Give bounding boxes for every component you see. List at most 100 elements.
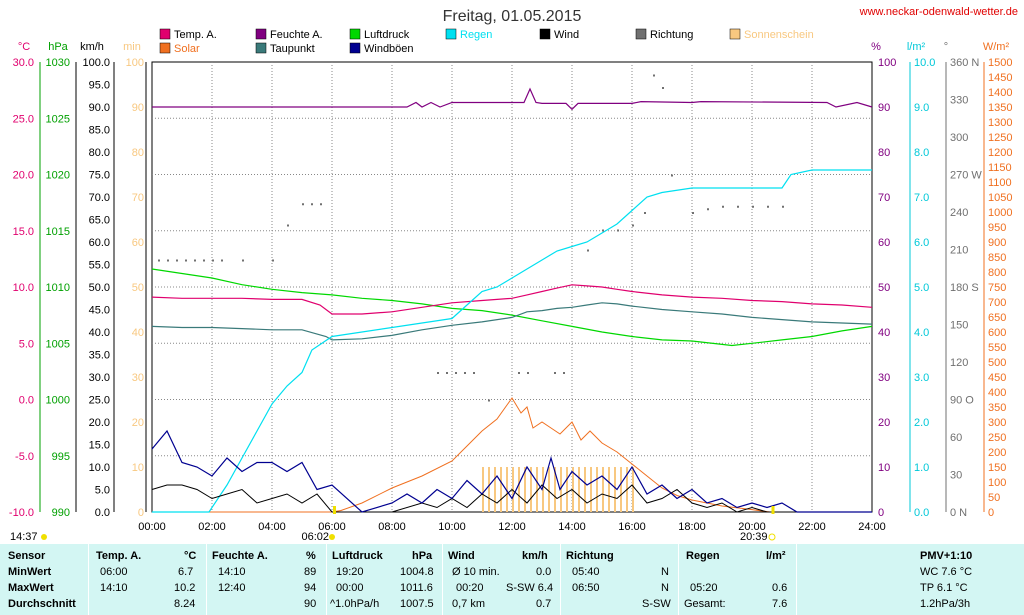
axis-unit-direction: ° bbox=[944, 41, 948, 53]
wind-tick-label: 35.0 bbox=[89, 350, 110, 362]
cell-time: ^1.0hPa/h bbox=[330, 598, 380, 610]
cell-value: 89 bbox=[304, 566, 317, 578]
direction-tick-label: 360 N bbox=[950, 57, 979, 69]
axis-unit-humidity: % bbox=[871, 41, 881, 53]
humidity-tick-label: 70 bbox=[878, 192, 890, 204]
solar-tick-label: 450 bbox=[988, 372, 1006, 384]
sun-tick-label: 60 bbox=[132, 237, 144, 249]
column-divider bbox=[206, 544, 207, 615]
sunrise-marker bbox=[333, 506, 336, 514]
cell-value: 7.6 bbox=[772, 598, 788, 610]
cell-pmv: TP 6.1 °C bbox=[920, 582, 968, 594]
direction-tick-label: 60 bbox=[950, 432, 962, 444]
axis-unit-solar: W/m² bbox=[983, 41, 1010, 53]
cell-time: 05:40 bbox=[572, 566, 600, 578]
direction-point bbox=[203, 259, 205, 262]
time-tick-label: 24:00 bbox=[858, 521, 886, 533]
solar-tick-label: 300 bbox=[988, 417, 1006, 429]
cell-value: 90 bbox=[304, 598, 317, 610]
sunshine-bar bbox=[482, 467, 484, 512]
direction-point bbox=[518, 372, 520, 374]
wind-tick-label: 5.0 bbox=[95, 485, 110, 497]
direction-point bbox=[437, 372, 439, 374]
solar-tick-label: 1150 bbox=[988, 162, 1012, 174]
solar-tick-label: 100 bbox=[988, 477, 1006, 489]
gust-line bbox=[151, 429, 872, 513]
humidity-tick-label: 50 bbox=[878, 282, 890, 294]
cell-value: 1011.6 bbox=[400, 582, 433, 594]
direction-point bbox=[320, 203, 322, 206]
solar-tick-label: 350 bbox=[988, 402, 1006, 414]
sunshine-bar bbox=[584, 467, 586, 512]
solar-tick-label: 800 bbox=[988, 267, 1006, 279]
sun-icon bbox=[329, 534, 335, 540]
direction-point bbox=[692, 212, 694, 214]
direction-point bbox=[212, 259, 214, 262]
sunshine-bar bbox=[536, 467, 538, 512]
humidity-tick-label: 20 bbox=[878, 417, 890, 429]
rain-tick-label: 6.0 bbox=[914, 237, 929, 249]
header-pmv: PMV+1:10 bbox=[920, 550, 973, 562]
axis-unit-sun: min bbox=[123, 41, 141, 53]
direction-tick-label: 180 S bbox=[950, 282, 979, 294]
solar-tick-label: 1050 bbox=[988, 192, 1012, 204]
direction-point bbox=[464, 372, 466, 374]
direction-tick-label: 90 O bbox=[950, 395, 974, 407]
sunshine-bar bbox=[494, 467, 496, 512]
time-tick-label: 18:00 bbox=[678, 521, 706, 533]
direction-point bbox=[194, 259, 196, 262]
direction-tick-label: 210 bbox=[950, 245, 968, 257]
sun-tick-label: 20 bbox=[132, 417, 144, 429]
sunshine-bar bbox=[590, 467, 592, 512]
direction-point bbox=[644, 212, 646, 214]
header-wind: Wind bbox=[448, 550, 475, 562]
rain-tick-label: 8.0 bbox=[914, 147, 929, 159]
sunshine-bar bbox=[578, 467, 580, 512]
temp-tick-label: 15.0 bbox=[13, 226, 34, 238]
direction-point bbox=[653, 74, 655, 77]
wind-tick-label: 0.0 bbox=[95, 507, 110, 519]
wind-tick-label: 50.0 bbox=[89, 282, 110, 294]
sunshine-bar bbox=[596, 467, 598, 512]
pressure-tick-label: 1005 bbox=[46, 338, 70, 350]
time-tick-label: 12:00 bbox=[498, 521, 526, 533]
sunshine-bar bbox=[620, 467, 622, 512]
solar-tick-label: 550 bbox=[988, 342, 1006, 354]
direction-point bbox=[722, 205, 724, 208]
row-label: Durchschnitt bbox=[8, 598, 76, 610]
legend-label: Taupunkt bbox=[270, 43, 315, 55]
column-divider bbox=[796, 544, 797, 615]
sunshine-bar bbox=[554, 467, 556, 512]
cell-time: 12:40 bbox=[218, 582, 246, 594]
wind-tick-label: 100.0 bbox=[82, 57, 110, 69]
legend-swatch bbox=[255, 28, 267, 40]
solar-tick-label: 700 bbox=[988, 297, 1006, 309]
sunshine-bar bbox=[512, 467, 514, 512]
legend-swatch bbox=[539, 28, 551, 40]
sunshine-bar bbox=[518, 467, 520, 512]
header-pressure-unit: hPa bbox=[412, 550, 433, 562]
direction-point bbox=[272, 259, 274, 262]
cell-value: S-SW 6.4 bbox=[506, 582, 554, 594]
sunshine-bar bbox=[602, 467, 604, 512]
time-tick-label: 22:00 bbox=[798, 521, 826, 533]
temp-tick-label: 30.0 bbox=[13, 57, 34, 69]
cell-pmv: WC 7.6 °C bbox=[920, 566, 973, 578]
sunshine-bar bbox=[488, 467, 490, 512]
solar-tick-label: 1500 bbox=[988, 57, 1012, 69]
pressure-tick-label: 1020 bbox=[46, 170, 70, 182]
wind-tick-label: 80.0 bbox=[89, 147, 110, 159]
column-divider bbox=[88, 544, 89, 615]
statistics-table: Sensor Temp. A. °C Feuchte A. % Luftdruc… bbox=[0, 544, 1024, 615]
humidity-tick-label: 0 bbox=[878, 507, 884, 519]
solar-tick-label: 750 bbox=[988, 282, 1006, 294]
direction-point bbox=[446, 372, 448, 374]
header-rain: Regen bbox=[686, 550, 720, 562]
axis-unit-wind: km/h bbox=[80, 41, 104, 53]
wind-tick-label: 55.0 bbox=[89, 260, 110, 272]
solar-tick-label: 1200 bbox=[988, 147, 1012, 159]
cell-time: 06:00 bbox=[100, 566, 128, 578]
cell-pmv: 1.2hPa/3h bbox=[920, 598, 971, 610]
solar-tick-label: 0 bbox=[988, 507, 994, 519]
direction-point bbox=[662, 87, 664, 89]
